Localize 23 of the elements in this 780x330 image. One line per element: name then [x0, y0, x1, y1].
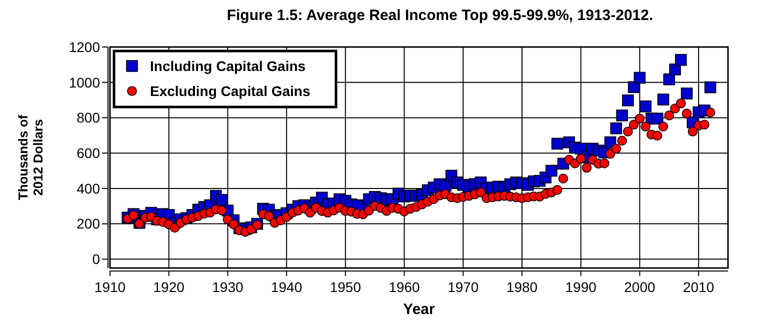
y-tick-label: 800	[76, 110, 100, 126]
legend-label: Excluding Capital Gains	[150, 82, 310, 99]
y-tick-label: 600	[76, 144, 100, 161]
y-tick-label: 400	[76, 180, 100, 196]
chart-title: Figure 1.5: Average Real Income Top 99.5-99.9%, 1913-2012.	[226, 7, 654, 24]
x-tick-label: 2000	[624, 279, 656, 295]
x-tick-label: 1920	[153, 279, 185, 295]
y-tick-label: 1200	[68, 38, 100, 55]
y-tick-label: 200	[76, 216, 100, 232]
legend-label: Including Capital Gains	[150, 58, 306, 74]
y-tick-label: 0	[92, 251, 100, 268]
x-tick-label: 1930	[212, 279, 244, 295]
x-tick-label: 1960	[388, 279, 420, 295]
x-axis-title: Year	[403, 301, 436, 318]
x-tick-label: 1980	[506, 279, 538, 295]
x-tick-label: 1910	[94, 279, 126, 295]
x-tick-label: 1970	[448, 279, 479, 295]
x-tick-label: 2010	[682, 279, 714, 295]
x-tick-label: 1990	[565, 279, 597, 295]
x-tick-label: 1940	[270, 279, 302, 295]
y-tick-label: 1000	[68, 74, 100, 90]
x-tick-label: 1950	[330, 279, 362, 295]
y-axis-title: Thousands of 2012 Dollars	[15, 114, 46, 200]
